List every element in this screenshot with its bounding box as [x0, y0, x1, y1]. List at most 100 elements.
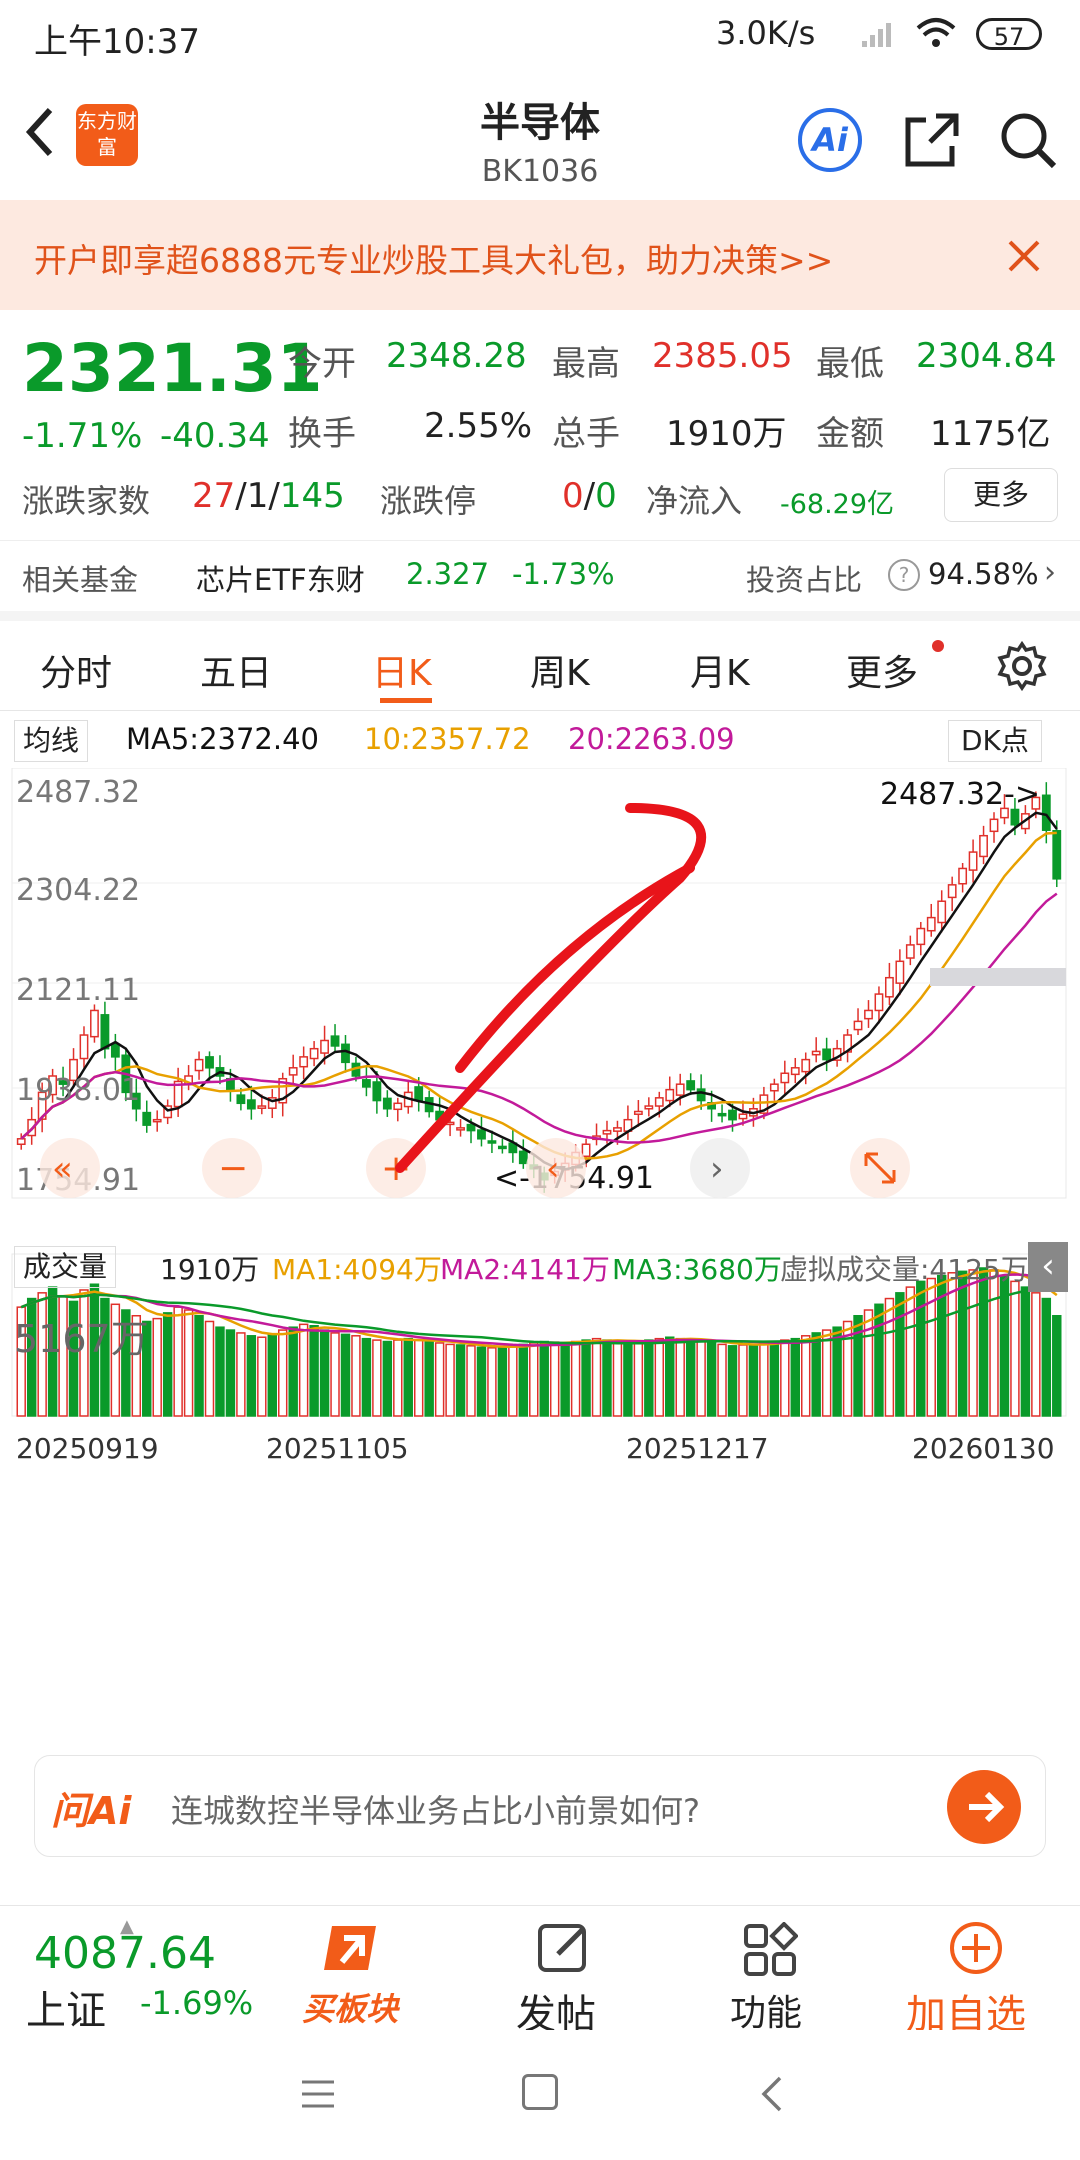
volume-bar: [665, 1336, 675, 1417]
high-value: 2385.05: [652, 336, 793, 376]
dk-button[interactable]: DK点: [948, 720, 1042, 762]
page-title: 半导体: [480, 100, 600, 146]
system-nav-bar: [0, 2030, 1080, 2160]
ai-icon[interactable]: Ai: [798, 108, 862, 172]
volume-bar: [466, 1345, 476, 1417]
volume-bar: [748, 1343, 759, 1417]
ma5-label: MA5:2372.40: [126, 722, 320, 756]
volume-bar: [434, 1342, 445, 1417]
send-arrow-icon[interactable]: [947, 1770, 1021, 1844]
volume-selector[interactable]: 成交量: [14, 1246, 117, 1288]
volume-bar: [288, 1326, 298, 1417]
turnover-label: 换手: [288, 414, 356, 454]
candle-body: [382, 1097, 392, 1110]
candle-body: [633, 1110, 643, 1115]
functions-grid-icon[interactable]: [742, 1921, 799, 1978]
tab-daily-k[interactable]: 日K: [372, 653, 432, 694]
close-icon[interactable]: [1004, 236, 1044, 276]
more-button[interactable]: 更多: [944, 468, 1058, 522]
volume-bar: [570, 1340, 581, 1417]
tab-five-day[interactable]: 五日: [200, 653, 273, 694]
tab-more[interactable]: 更多: [846, 653, 919, 694]
volume-bar: [633, 1340, 644, 1417]
volume-bar: [455, 1344, 466, 1417]
ma-lines-group: [20, 811, 1058, 1171]
candle-body: [1031, 796, 1041, 810]
volume-bar: [215, 1326, 225, 1417]
volume-bar: [675, 1337, 685, 1417]
y-tick-label: 1938.01: [16, 1073, 140, 1108]
volume-bar: [644, 1339, 654, 1417]
related-fund-row[interactable]: 相关基金 芯片ETF东财 2.327 -1.73% 投资占比 ? 94.58% …: [0, 540, 1080, 621]
index-name[interactable]: 上证: [26, 1988, 106, 2034]
candle-body: [1052, 830, 1062, 880]
search-icon[interactable]: [996, 108, 1060, 172]
volume-bar: [602, 1339, 612, 1417]
ask-ai-brand: 问Ai: [51, 1789, 132, 1833]
volume-bar: [194, 1314, 204, 1417]
ask-ai-prompt[interactable]: 连城数控半导体业务占比小前景如何?: [171, 1792, 700, 1830]
candle-body: [110, 1043, 120, 1058]
volume-bar: [26, 1297, 37, 1417]
volume-bar: [926, 1277, 936, 1417]
back-nav-icon[interactable]: [752, 2072, 792, 2116]
candle-body: [675, 1083, 685, 1096]
menu-icon[interactable]: [298, 2074, 338, 2114]
volume-bar: [685, 1339, 696, 1417]
annotation-arrow: [395, 803, 707, 1173]
kline-chart-area[interactable]: 均线 MA5:2372.40 10:2357.72 20:2263.09 DK点…: [0, 712, 1080, 1722]
volume-bar: [623, 1342, 633, 1417]
add-circle-icon[interactable]: [948, 1920, 1004, 1976]
volume-bar: [37, 1292, 47, 1417]
candle-body: [278, 1077, 288, 1104]
signal-icon: [860, 18, 900, 48]
settings-icon[interactable]: [996, 640, 1048, 692]
volume-bar: [508, 1345, 518, 1417]
wifi-icon: [914, 16, 958, 50]
tab-monthly-k[interactable]: 月K: [690, 653, 750, 694]
y-tick-label: 2121.11: [16, 973, 140, 1008]
candle-body: [884, 976, 894, 998]
candle-body: [968, 851, 978, 871]
vol-ma2-line: [20, 1273, 1058, 1347]
volume-bar: [612, 1340, 623, 1417]
share-icon[interactable]: [900, 108, 964, 172]
app-logo: 东方财富: [76, 104, 138, 166]
tab-weekly-k[interactable]: 周K: [530, 653, 590, 694]
candle-body: [58, 1080, 68, 1085]
volume-bar: [717, 1343, 727, 1417]
candle-body: [613, 1127, 622, 1132]
candle-body: [79, 1034, 89, 1060]
inflow-value: -68.29亿: [780, 489, 895, 520]
collapse-arrow-icon[interactable]: ‹: [1028, 1242, 1068, 1292]
candle-body: [487, 1140, 497, 1144]
volume-bar: [780, 1339, 790, 1417]
volume-label: 总手: [552, 414, 620, 454]
buy-sector-icon[interactable]: [322, 1920, 386, 1980]
promo-banner[interactable]: 开户即享超6888元专业炒股工具大礼包，助力决策>>: [0, 200, 1080, 310]
functions-label[interactable]: 功能: [730, 1993, 803, 2034]
back-icon[interactable]: [20, 102, 60, 162]
volume-bar: [884, 1297, 895, 1417]
buy-sector-label[interactable]: 买板块: [302, 1990, 399, 2028]
ask-ai-bar[interactable]: 问Ai 连城数控半导体业务占比小前景如何?: [34, 1755, 1046, 1857]
rewind-button: [40, 1138, 100, 1198]
compose-icon[interactable]: [536, 1920, 592, 1976]
candle-body: [100, 1014, 110, 1050]
volume-bar: [309, 1325, 319, 1417]
tab-intraday[interactable]: 分时: [40, 653, 113, 694]
volume-bar: [267, 1333, 277, 1417]
y-tick-label: 2304.22: [16, 873, 140, 908]
candle-body: [644, 1105, 654, 1110]
ma-selector[interactable]: 均线: [14, 720, 89, 762]
index-value[interactable]: 4087.64: [34, 1928, 216, 1979]
candle-body: [916, 927, 926, 946]
volume-bar: [68, 1300, 79, 1417]
help-icon[interactable]: ?: [888, 559, 920, 591]
ratio-label: 投资占比: [746, 563, 863, 597]
current-price: 2321.31: [22, 330, 323, 407]
volume-bar: [696, 1340, 706, 1417]
ma10-label: 10:2357.72: [364, 722, 531, 756]
home-icon[interactable]: [522, 2074, 558, 2110]
banner-text: 开户即享超6888元专业炒股工具大礼包，助力决策>>: [34, 241, 834, 280]
